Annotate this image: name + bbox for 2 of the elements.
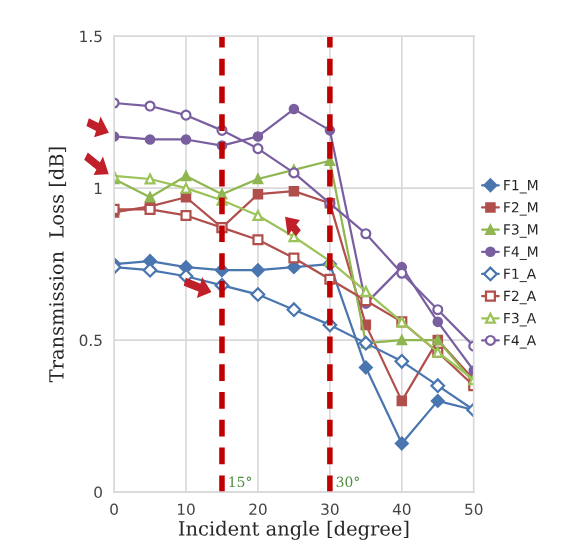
x-axis-title: Incident angle [degree] [178,520,409,540]
y-axis-title: Transmission Loss [dB] [48,147,67,383]
